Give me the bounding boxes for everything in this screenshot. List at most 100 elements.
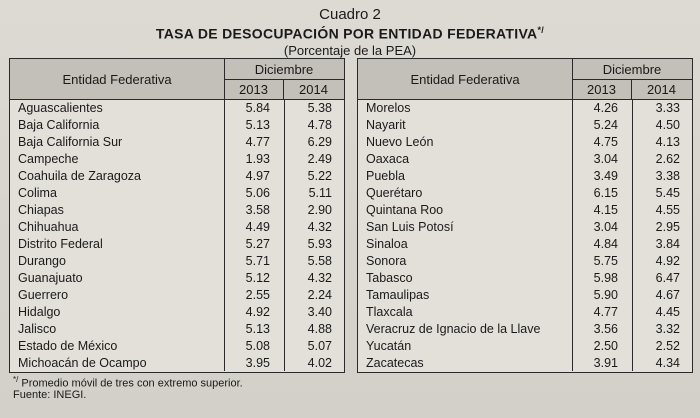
table-row: Morelos 4.26 3.33 <box>358 100 692 117</box>
value-2013-cell: 4.97 <box>245 169 270 183</box>
entity-cell: Veracruz de Ignacio de la Llave <box>366 322 541 336</box>
entity-cell: Tlaxcala <box>366 305 413 319</box>
value-2014-cell: 3.84 <box>655 237 680 251</box>
table-row: Chiapas 3.58 2.90 <box>10 202 344 219</box>
value-2014-cell: 4.13 <box>655 135 680 149</box>
value-2014-cell: 2.62 <box>655 152 680 166</box>
entity-cell: Yucatán <box>366 339 412 353</box>
table-row: Tlaxcala 4.77 4.45 <box>358 304 692 321</box>
value-2014-cell: 4.50 <box>655 118 680 132</box>
entity-cell: Zacatecas <box>366 356 424 370</box>
entity-cell: Oaxaca <box>366 152 410 166</box>
value-2013-cell: 5.08 <box>245 339 270 353</box>
value-2014-cell: 5.93 <box>307 237 332 251</box>
value-2013-cell: 3.04 <box>593 220 618 234</box>
value-2013-cell: 3.95 <box>245 356 270 370</box>
value-2013-cell: 4.26 <box>593 101 618 115</box>
table-body: Morelos 4.26 3.33 Nayarit 5.24 4.50 Nuevo León… <box>358 100 692 372</box>
footnote-text: Promedio móvil de tres con extremo super… <box>18 377 243 390</box>
value-2013-cell: 3.91 <box>593 356 618 370</box>
value-2014-cell: 3.32 <box>655 322 680 336</box>
value-2014-cell: 4.45 <box>655 305 680 319</box>
value-2013-cell: 5.12 <box>245 271 270 285</box>
value-2014-cell: 5.45 <box>655 186 680 200</box>
column-divider <box>632 100 633 371</box>
entity-cell: Quintana Roo <box>366 203 444 217</box>
value-2013-cell: 4.84 <box>593 237 618 251</box>
value-2014-cell: 2.90 <box>307 203 332 217</box>
header-diciembre: Diciembre <box>224 59 344 80</box>
table-row: Estado de México 5.08 5.07 <box>10 338 344 355</box>
entity-cell: Jalisco <box>18 322 57 336</box>
entity-cell: San Luis Potosí <box>366 220 454 234</box>
table-row: Hidalgo 4.92 3.40 <box>10 304 344 321</box>
entity-cell: Sonora <box>366 254 407 268</box>
title-text: TASA DE DESOCUPACIÓN POR ENTIDAD FEDERAT… <box>155 25 538 42</box>
table-row: Guerrero 2.55 2.24 <box>10 287 344 304</box>
entity-cell: Michoacán de Ocampo <box>18 356 147 370</box>
entity-cell: Hidalgo <box>18 305 61 319</box>
table-row: Coahuila de Zaragoza 4.97 5.22 <box>10 168 344 185</box>
entity-cell: Colima <box>18 186 57 200</box>
value-2014-cell: 2.49 <box>307 152 332 166</box>
value-2013-cell: 6.15 <box>593 186 618 200</box>
value-2014-cell: 2.52 <box>655 339 680 353</box>
table-row: Aguascalientes 5.84 5.38 <box>10 100 344 117</box>
entity-cell: Tabasco <box>366 271 413 285</box>
table-row: Veracruz de Ignacio de la Llave 3.56 3.32 <box>358 321 692 338</box>
table-row: Puebla 3.49 3.38 <box>358 168 692 185</box>
entity-cell: Baja California Sur <box>18 135 123 149</box>
table-body: Aguascalientes 5.84 5.38 Baja California 5.1… <box>10 100 344 372</box>
table-number: Cuadro 2 <box>319 6 381 23</box>
entity-cell: Aguascalientes <box>18 101 103 115</box>
entity-cell: Distrito Federal <box>18 237 103 251</box>
value-2013-cell: 4.75 <box>593 135 618 149</box>
table-header: Entidad Federativa Diciembre 2013 2014 <box>358 59 692 100</box>
entity-cell: Estado de México <box>18 339 118 353</box>
header-year-2014: 2014 <box>647 81 676 97</box>
table-row: Sonora 5.75 4.92 <box>358 253 692 270</box>
table-row: Oaxaca 3.04 2.62 <box>358 151 692 168</box>
entity-cell: Durango <box>18 254 66 268</box>
value-2013-cell: 5.71 <box>245 254 270 268</box>
value-2013-cell: 4.15 <box>593 203 618 217</box>
value-2014-cell: 4.88 <box>307 322 332 336</box>
header-entidad: Entidad Federativa <box>358 59 573 99</box>
value-2014-cell: 5.07 <box>307 339 332 353</box>
entity-cell: Morelos <box>366 101 411 115</box>
value-2014-cell: 5.58 <box>307 254 332 268</box>
value-2013-cell: 5.27 <box>245 237 270 251</box>
value-2013-cell: 3.49 <box>593 169 618 183</box>
header-entidad: Entidad Federativa <box>10 59 225 99</box>
entity-cell: Guanajuato <box>18 271 83 285</box>
value-2013-cell: 3.58 <box>245 203 270 217</box>
value-2013-cell: 5.98 <box>593 271 618 285</box>
title-footnote-mark: */ <box>537 25 545 35</box>
value-2013-cell: 4.92 <box>245 305 270 319</box>
entity-cell: Baja California <box>18 118 100 132</box>
table-left: Entidad Federativa Diciembre 2013 2014 A… <box>9 58 345 373</box>
entity-cell: Campeche <box>18 152 79 166</box>
value-2013-cell: 5.24 <box>593 118 618 132</box>
table-row: Tamaulipas 5.90 4.67 <box>358 287 692 304</box>
header-year-2014: 2014 <box>299 81 328 97</box>
table-row: Querétaro 6.15 5.45 <box>358 185 692 202</box>
value-2013-cell: 4.77 <box>245 135 270 149</box>
value-2014-cell: 3.38 <box>655 169 680 183</box>
value-2013-cell: 5.06 <box>245 186 270 200</box>
table-header: Entidad Federativa Diciembre 2013 2014 <box>10 59 344 100</box>
entity-cell: Sinaloa <box>366 237 408 251</box>
table-row: Baja California Sur 4.77 6.29 <box>10 134 344 151</box>
table-subtitle: (Porcentaje de la PEA) <box>283 43 417 58</box>
table-row: Guanajuato 5.12 4.32 <box>10 270 344 287</box>
column-divider <box>572 100 573 371</box>
footnote: */ Promedio móvil de tres con extremo su… <box>13 375 243 390</box>
table-row: Nuevo León 4.75 4.13 <box>358 134 692 151</box>
value-2014-cell: 4.32 <box>307 220 332 234</box>
table-row: Colima 5.06 5.11 <box>10 185 344 202</box>
value-2014-cell: 4.34 <box>655 356 680 370</box>
table-row: Nayarit 5.24 4.50 <box>358 117 692 134</box>
value-2014-cell: 4.92 <box>655 254 680 268</box>
entity-cell: Chihuahua <box>18 220 79 234</box>
table-row: Campeche 1.93 2.49 <box>10 151 344 168</box>
